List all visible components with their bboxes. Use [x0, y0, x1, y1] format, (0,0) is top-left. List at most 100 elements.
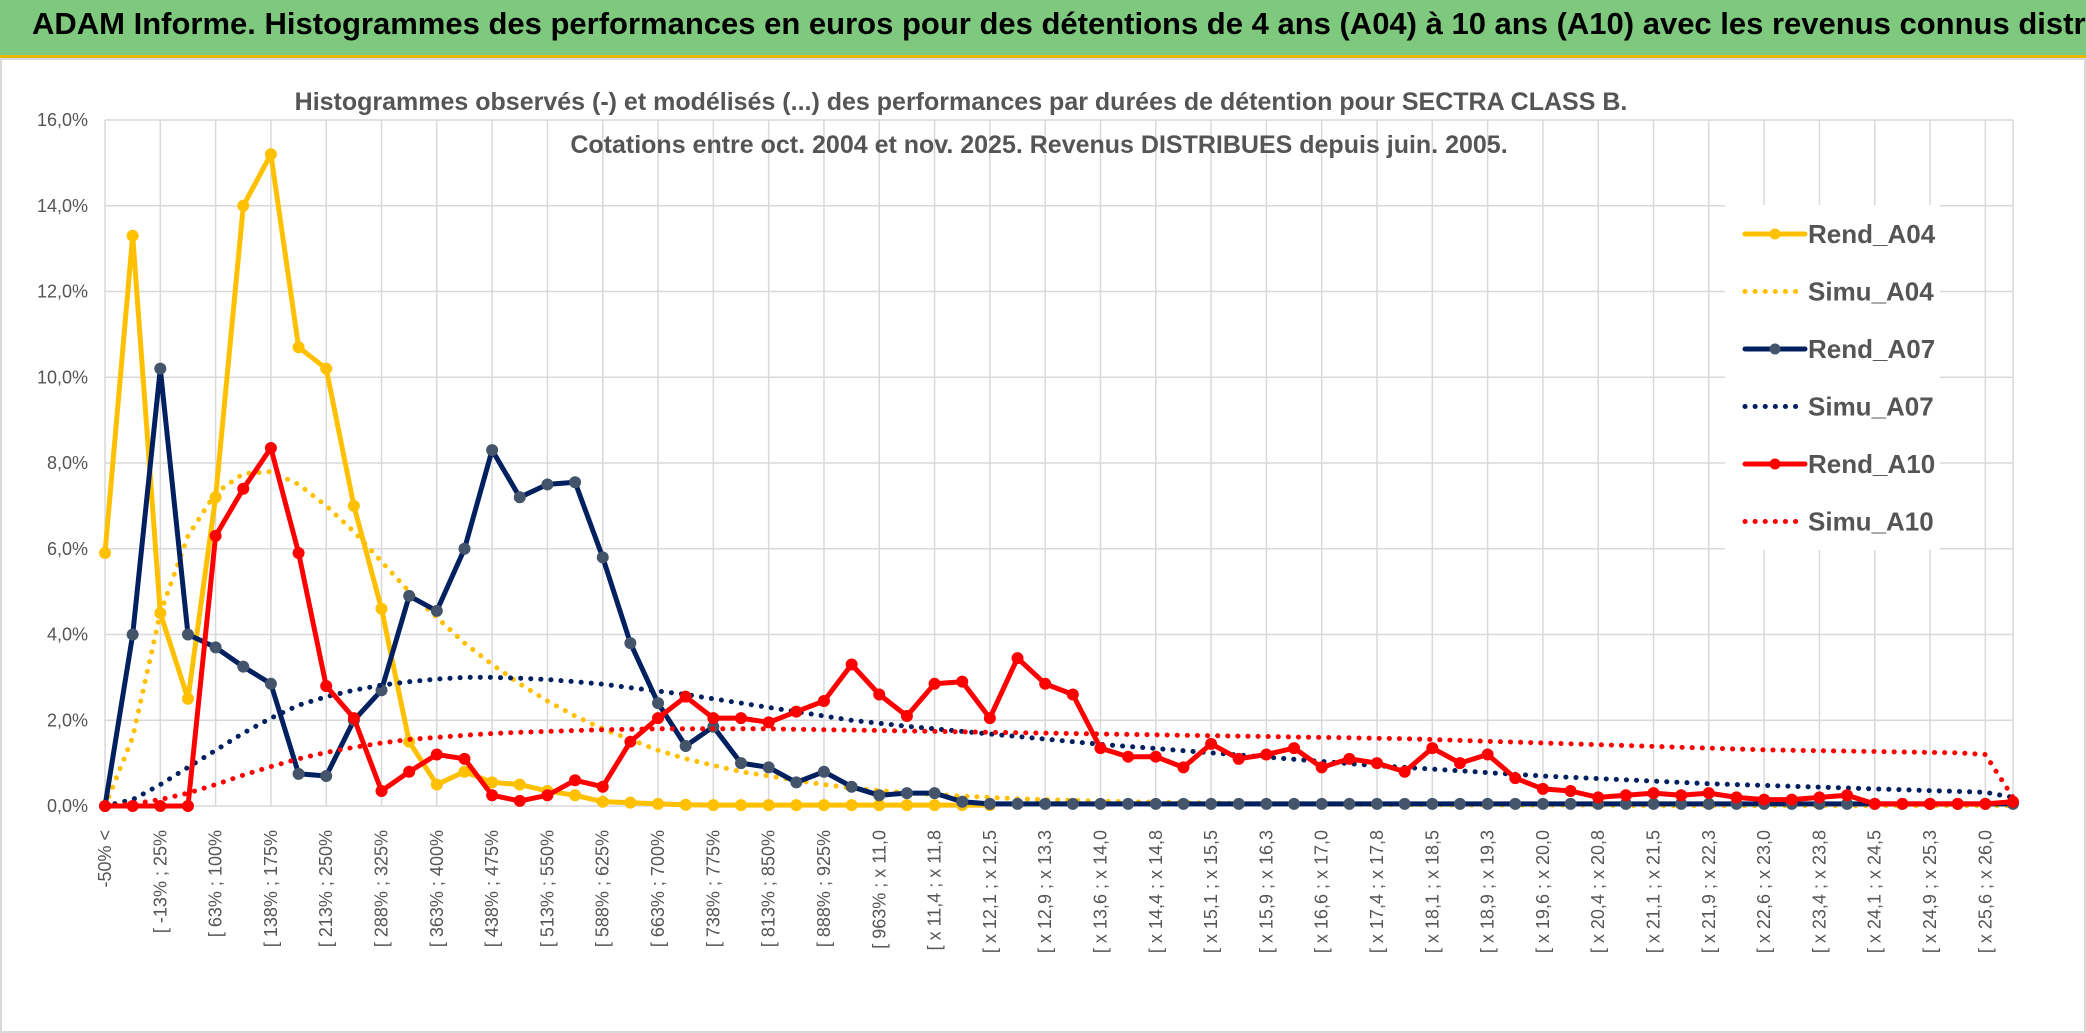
legend-label-rend_a04: Rend_A04	[1808, 219, 1936, 249]
chart-title-line1: Histogrammes observés (-) et modélisés (…	[295, 88, 1628, 116]
data-point-rend_a04	[652, 797, 665, 810]
data-point-rend_a10	[264, 441, 277, 454]
x-tick-label: [ 588% ; 625%	[593, 830, 613, 947]
data-point-rend_a10	[817, 694, 830, 707]
data-point-rend_a04	[928, 799, 941, 812]
data-point-rend_a10	[1785, 793, 1798, 806]
x-tick-label: [ 738% ; 775%	[703, 830, 723, 947]
y-tick-label: 16,0%	[37, 110, 88, 130]
x-tick-label: [ 513% ; 550%	[537, 830, 557, 947]
data-point-rend_a04	[790, 799, 803, 812]
data-point-rend_a04	[707, 799, 720, 812]
data-point-rend_a10	[1066, 688, 1079, 701]
data-point-rend_a10	[1841, 789, 1854, 802]
x-tick-label: [ x 14,4 ; x 14,8	[1146, 830, 1166, 953]
x-tick-label: [ 288% ; 325%	[372, 830, 392, 947]
x-tick-label: [ x 21,9 ; x 22,3	[1699, 830, 1719, 953]
data-point-rend_a04	[513, 778, 526, 791]
data-point-rend_a10	[1951, 797, 1964, 810]
data-point-rend_a04	[347, 499, 360, 512]
data-point-rend_a10	[1592, 791, 1605, 804]
series-line-simu_a07	[102, 674, 2016, 809]
data-point-rend_a10	[900, 709, 913, 722]
data-point-rend_a10	[873, 688, 886, 701]
data-point-rend_a10	[1426, 742, 1439, 755]
data-point-rend_a07	[1094, 797, 1107, 810]
x-tick-label: [ x 24,9 ; x 25,3	[1920, 830, 1940, 953]
x-tick-label: [ 63% ; 100%	[206, 830, 226, 937]
data-point-rend_a07	[983, 797, 996, 810]
data-point-rend_a10	[1509, 772, 1522, 785]
data-point-rend_a10	[1039, 677, 1052, 690]
data-point-rend_a07	[1260, 797, 1273, 810]
data-point-rend_a10	[1149, 750, 1162, 763]
data-point-rend_a07	[513, 491, 526, 504]
data-point-rend_a07	[1288, 797, 1301, 810]
series-line-rend_a10	[102, 445, 2016, 809]
data-point-rend_a07	[1232, 797, 1245, 810]
data-point-rend_a07	[1564, 797, 1577, 810]
data-point-rend_a10	[403, 765, 416, 778]
y-tick-label: 0,0%	[47, 796, 88, 816]
data-point-rend_a10	[1398, 765, 1411, 778]
x-tick-label: [ x 21,1 ; x 21,5	[1644, 830, 1664, 953]
data-point-rend_a07	[541, 478, 554, 491]
chart-title-line2: Cotations entre oct. 2004 et nov. 2025. …	[570, 131, 1507, 159]
data-point-rend_a10	[1177, 761, 1190, 774]
data-point-rend_a10	[154, 800, 167, 812]
data-point-rend_a07	[762, 761, 775, 774]
data-point-rend_a07	[292, 767, 305, 780]
legend-marker-rend_a04	[1769, 228, 1781, 240]
x-tick-label: -50% <	[95, 830, 115, 888]
data-point-rend_a10	[652, 712, 665, 725]
data-point-rend_a10	[1619, 789, 1632, 802]
x-tick-label: [ x 12,1 ; x 12,5	[980, 830, 1000, 953]
data-point-rend_a04	[596, 795, 609, 808]
data-point-rend_a07	[1343, 797, 1356, 810]
x-tick-label: [ x 15,1 ; x 15,5	[1201, 830, 1221, 953]
data-point-rend_a04	[264, 148, 277, 161]
data-point-rend_a04	[873, 799, 886, 812]
data-point-rend_a04	[735, 799, 747, 812]
data-point-rend_a07	[1122, 797, 1135, 810]
data-point-rend_a10	[209, 529, 222, 542]
data-point-rend_a04	[569, 789, 582, 802]
data-point-rend_a07	[596, 551, 609, 564]
x-axis-labels: -50% < [ -13% ; 25% [ 63% ; 100% [ 138% ; 1…	[95, 830, 1995, 953]
data-point-rend_a10	[1232, 752, 1245, 765]
data-point-rend_a07	[1205, 797, 1218, 810]
data-point-rend_a10	[1288, 742, 1301, 755]
data-point-rend_a04	[320, 362, 333, 375]
data-point-rend_a10	[1564, 784, 1577, 797]
data-point-rend_a10	[845, 658, 858, 671]
x-tick-label: [ x 24,1 ; x 24,5	[1865, 830, 1885, 953]
data-point-rend_a10	[1453, 757, 1466, 770]
data-point-rend_a07	[1453, 797, 1466, 810]
x-tick-label: [ 363% ; 400%	[427, 830, 447, 947]
data-point-rend_a10	[486, 789, 499, 802]
data-point-rend_a07	[486, 444, 499, 457]
data-point-rend_a10	[237, 482, 250, 495]
data-point-rend_a10	[292, 547, 305, 560]
x-tick-label: [ x 11,4 ; x 11,8	[925, 830, 945, 950]
legend-label-simu_a04: Simu_A04	[1808, 277, 1934, 307]
data-point-rend_a10	[1758, 793, 1771, 806]
data-point-rend_a04	[181, 692, 194, 705]
data-point-rend_a04	[679, 798, 692, 811]
data-point-rend_a07	[1066, 797, 1079, 810]
legend-label-rend_a10: Rend_A10	[1808, 449, 1935, 479]
y-axis-labels: 0,0% 2,0% 4,0% 6,0% 8,0% 10,0% 12,0% 14,0% 16,0%	[37, 110, 88, 816]
data-point-rend_a07	[1149, 797, 1162, 810]
data-point-rend_a07	[1315, 797, 1328, 810]
data-point-rend_a07	[1039, 797, 1052, 810]
data-point-rend_a10	[1315, 761, 1328, 774]
data-point-rend_a04	[237, 199, 250, 212]
data-point-rend_a07	[652, 697, 665, 710]
data-point-rend_a07	[569, 476, 582, 489]
data-point-rend_a07	[624, 637, 637, 650]
data-point-rend_a10	[707, 712, 720, 725]
x-tick-label: [ x 17,4 ; x 17,8	[1367, 830, 1387, 953]
x-tick-label: [ x 18,9 ; x 19,3	[1478, 830, 1498, 953]
data-point-rend_a07	[817, 765, 830, 778]
data-point-rend_a04	[900, 799, 913, 812]
